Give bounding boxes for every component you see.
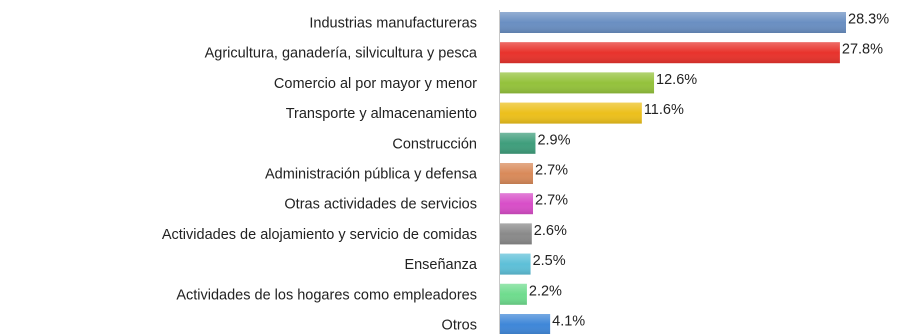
category-label: Administración pública y defensa [265,167,478,183]
bar-shading [500,132,536,154]
bar-shading [500,223,532,245]
bar-shading [500,193,534,215]
bar-shading [500,102,642,124]
category-label: Comercio al por mayor y menor [274,76,477,92]
value-label: 27.8% [842,42,883,58]
category-label: Transporte y almacenamiento [286,106,477,122]
bar-shading [500,72,655,94]
category-label: Actividades de los hogares como empleado… [176,287,477,303]
bar-shading [500,42,840,64]
value-label: 12.6% [656,72,697,88]
category-label: Enseñanza [404,257,477,273]
bar-shading [500,314,551,334]
value-label: 2.9% [537,132,570,148]
category-label: Otros [442,318,477,334]
value-label: 2.2% [529,283,562,299]
category-label: Construcción [392,136,477,152]
category-label: Actividades de alojamiento y servicio de… [162,227,477,243]
category-label: Agricultura, ganadería, silvicultura y p… [205,46,478,62]
bars-group: Industrias manufactureras 28.3% Agricultur… [162,12,889,334]
value-label: 2.7% [535,163,568,179]
bar-shading [500,253,531,275]
value-label: 2.5% [533,253,566,269]
value-label: 2.7% [535,193,568,209]
category-label: Industrias manufactureras [309,16,477,32]
value-label: 4.1% [552,314,585,330]
value-label: 28.3% [848,12,889,28]
bar-shading [500,163,534,184]
bar-shading [500,283,527,305]
value-label: 11.6% [644,102,684,118]
category-label: Otras actividades de servicios [284,197,477,213]
value-label: 2.6% [534,223,567,239]
bar-shading [500,12,846,33]
